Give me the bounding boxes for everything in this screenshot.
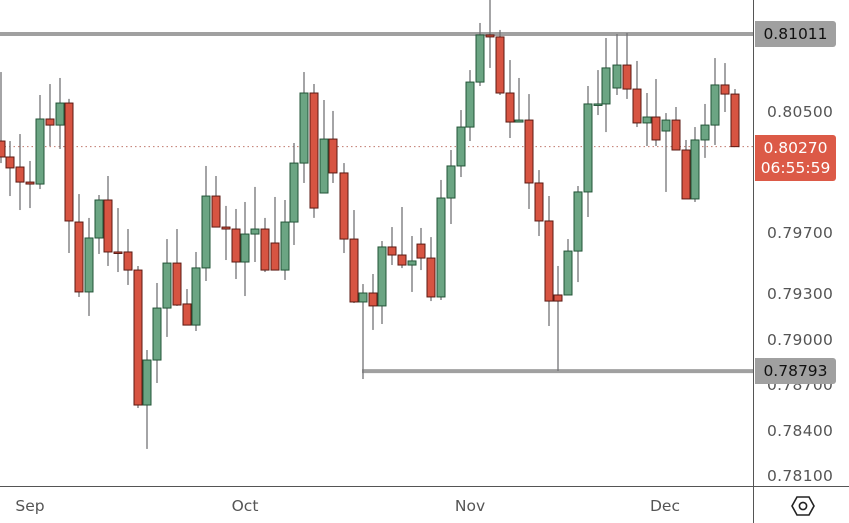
candle[interactable] [172, 229, 182, 306]
candle[interactable] [681, 139, 691, 200]
candle[interactable] [710, 58, 720, 145]
candle[interactable] [339, 163, 349, 254]
candle[interactable] [64, 98, 74, 254]
candle[interactable] [191, 251, 201, 332]
candle[interactable] [289, 143, 299, 245]
candle[interactable] [260, 217, 270, 273]
bar-countdown: 06:55:59 [760, 158, 831, 177]
candle[interactable] [612, 34, 622, 95]
candle[interactable] [55, 77, 65, 149]
price-tick-label: 0.80500 [767, 102, 834, 121]
candle[interactable] [280, 200, 290, 280]
price-tick-label: 0.78400 [767, 421, 834, 440]
candle[interactable] [25, 160, 35, 209]
hexagon-gear-icon[interactable] [790, 494, 816, 518]
candle[interactable] [465, 70, 475, 142]
candle[interactable] [299, 72, 309, 183]
candle[interactable] [142, 350, 152, 449]
candle[interactable] [368, 274, 378, 330]
candle[interactable] [113, 208, 123, 273]
support-level-tag: 0.78793 [755, 358, 836, 385]
candle[interactable] [553, 265, 563, 371]
candle[interactable] [152, 282, 162, 383]
candle[interactable] [495, 29, 505, 95]
candle[interactable] [632, 60, 642, 128]
candle[interactable] [563, 239, 573, 296]
candle[interactable] [231, 208, 241, 280]
candle[interactable] [74, 194, 84, 297]
time-tick-label: Oct [231, 497, 259, 515]
candle[interactable] [505, 60, 515, 138]
candle[interactable] [544, 196, 554, 326]
candle[interactable] [377, 241, 387, 325]
price-tick-label: 0.79700 [767, 224, 834, 243]
candle[interactable] [5, 141, 15, 197]
candle[interactable] [162, 239, 172, 337]
price-axis-border [753, 0, 754, 523]
candle[interactable] [221, 205, 231, 261]
candle[interactable] [720, 63, 730, 113]
time-tick-label: Dec [650, 497, 680, 515]
candle[interactable] [84, 217, 94, 316]
price-tick-label: 0.79300 [767, 285, 834, 304]
candle[interactable] [690, 127, 700, 202]
candle[interactable] [123, 229, 133, 285]
candle[interactable] [45, 84, 55, 147]
candle[interactable] [622, 32, 632, 99]
candle[interactable] [250, 186, 260, 263]
last-price-value: 0.80270 [763, 138, 828, 157]
time-axis-border [0, 486, 849, 487]
candle[interactable] [446, 150, 456, 225]
candle[interactable] [328, 110, 338, 183]
candle[interactable] [240, 201, 250, 297]
candle[interactable] [397, 206, 407, 269]
candle[interactable] [700, 103, 710, 158]
candle[interactable] [309, 84, 319, 218]
candle[interactable] [15, 134, 25, 211]
candle[interactable] [524, 94, 534, 209]
candle[interactable] [349, 210, 359, 304]
candle[interactable] [407, 236, 417, 292]
candle[interactable] [426, 237, 436, 302]
candle[interactable] [133, 265, 143, 409]
candle[interactable] [583, 86, 593, 218]
candlestick-plot[interactable] [0, 0, 753, 486]
candle[interactable] [0, 72, 6, 164]
price-tick-label: 0.78100 [767, 467, 834, 486]
candle[interactable] [534, 170, 544, 237]
candle[interactable] [387, 227, 397, 266]
candle[interactable] [94, 194, 104, 254]
candle[interactable] [319, 100, 329, 194]
candle[interactable] [514, 77, 524, 123]
time-tick-label: Sep [15, 497, 45, 515]
candle[interactable] [416, 227, 426, 271]
candle[interactable] [642, 93, 652, 147]
candle[interactable] [671, 106, 681, 151]
time-tick-label: Nov [454, 497, 486, 515]
candle[interactable] [201, 165, 211, 282]
candle[interactable] [661, 113, 671, 192]
candle[interactable] [270, 196, 280, 271]
candle[interactable] [103, 175, 113, 266]
candle[interactable] [35, 94, 45, 190]
candle[interactable] [651, 79, 661, 147]
resistance-level-tag: 0.81011 [755, 21, 836, 48]
candle[interactable] [601, 37, 611, 133]
candle[interactable] [593, 70, 603, 116]
candle[interactable] [475, 22, 485, 87]
candle[interactable] [358, 284, 368, 380]
candle[interactable] [730, 89, 740, 148]
price-tick-label: 0.79000 [767, 330, 834, 349]
candle[interactable] [182, 289, 192, 326]
candle[interactable] [573, 186, 583, 283]
candle[interactable] [211, 175, 221, 228]
candle[interactable] [456, 110, 466, 178]
candle[interactable] [436, 179, 446, 300]
candle[interactable] [485, 0, 495, 68]
last-price-tag: 0.80270 06:55:59 [755, 134, 836, 181]
